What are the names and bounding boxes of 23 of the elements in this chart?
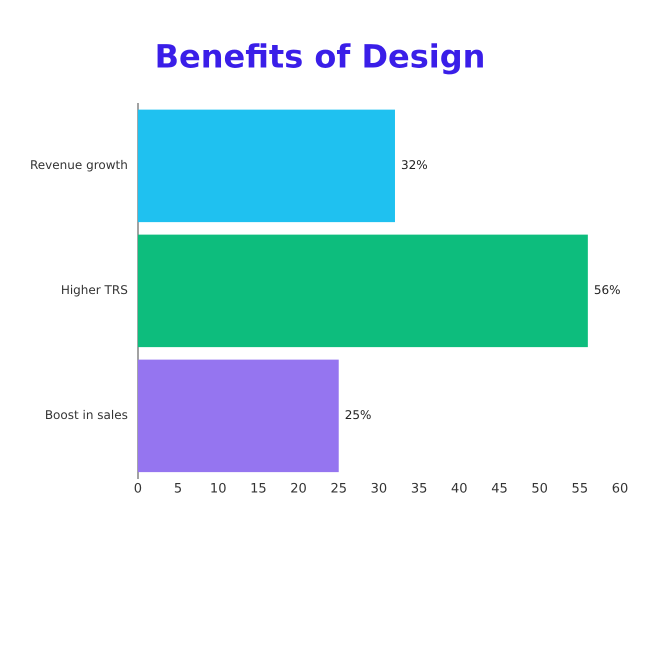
- x-tick-label: 5: [174, 482, 182, 497]
- bar: [138, 110, 395, 222]
- x-tick-label: 60: [612, 482, 628, 497]
- x-tick-label: 15: [250, 482, 267, 497]
- x-tick-label: 40: [451, 482, 468, 497]
- x-tick-label: 25: [330, 482, 348, 497]
- x-tick-label: 55: [572, 482, 588, 497]
- x-tick-label: 30: [370, 482, 388, 497]
- data-label: 25%: [344, 408, 372, 422]
- bar: [138, 360, 339, 472]
- data-label: 56%: [594, 283, 621, 298]
- data-label: 32%: [400, 158, 428, 172]
- y-tick-label: Higher TRS: [60, 283, 128, 298]
- x-tick-label: 10: [210, 482, 226, 497]
- x-tick-label: 35: [410, 482, 428, 497]
- x-tick-label: 50: [531, 482, 548, 497]
- x-tick-label: 20: [290, 482, 307, 497]
- y-tick-label: Boost in sales: [44, 408, 128, 422]
- x-tick-label: 45: [491, 482, 508, 497]
- bar: [138, 234, 588, 348]
- x-tick-label: 0: [134, 482, 142, 497]
- chart-title: Benefits of Design: [154, 38, 486, 76]
- y-tick-label: Revenue growth: [30, 158, 128, 172]
